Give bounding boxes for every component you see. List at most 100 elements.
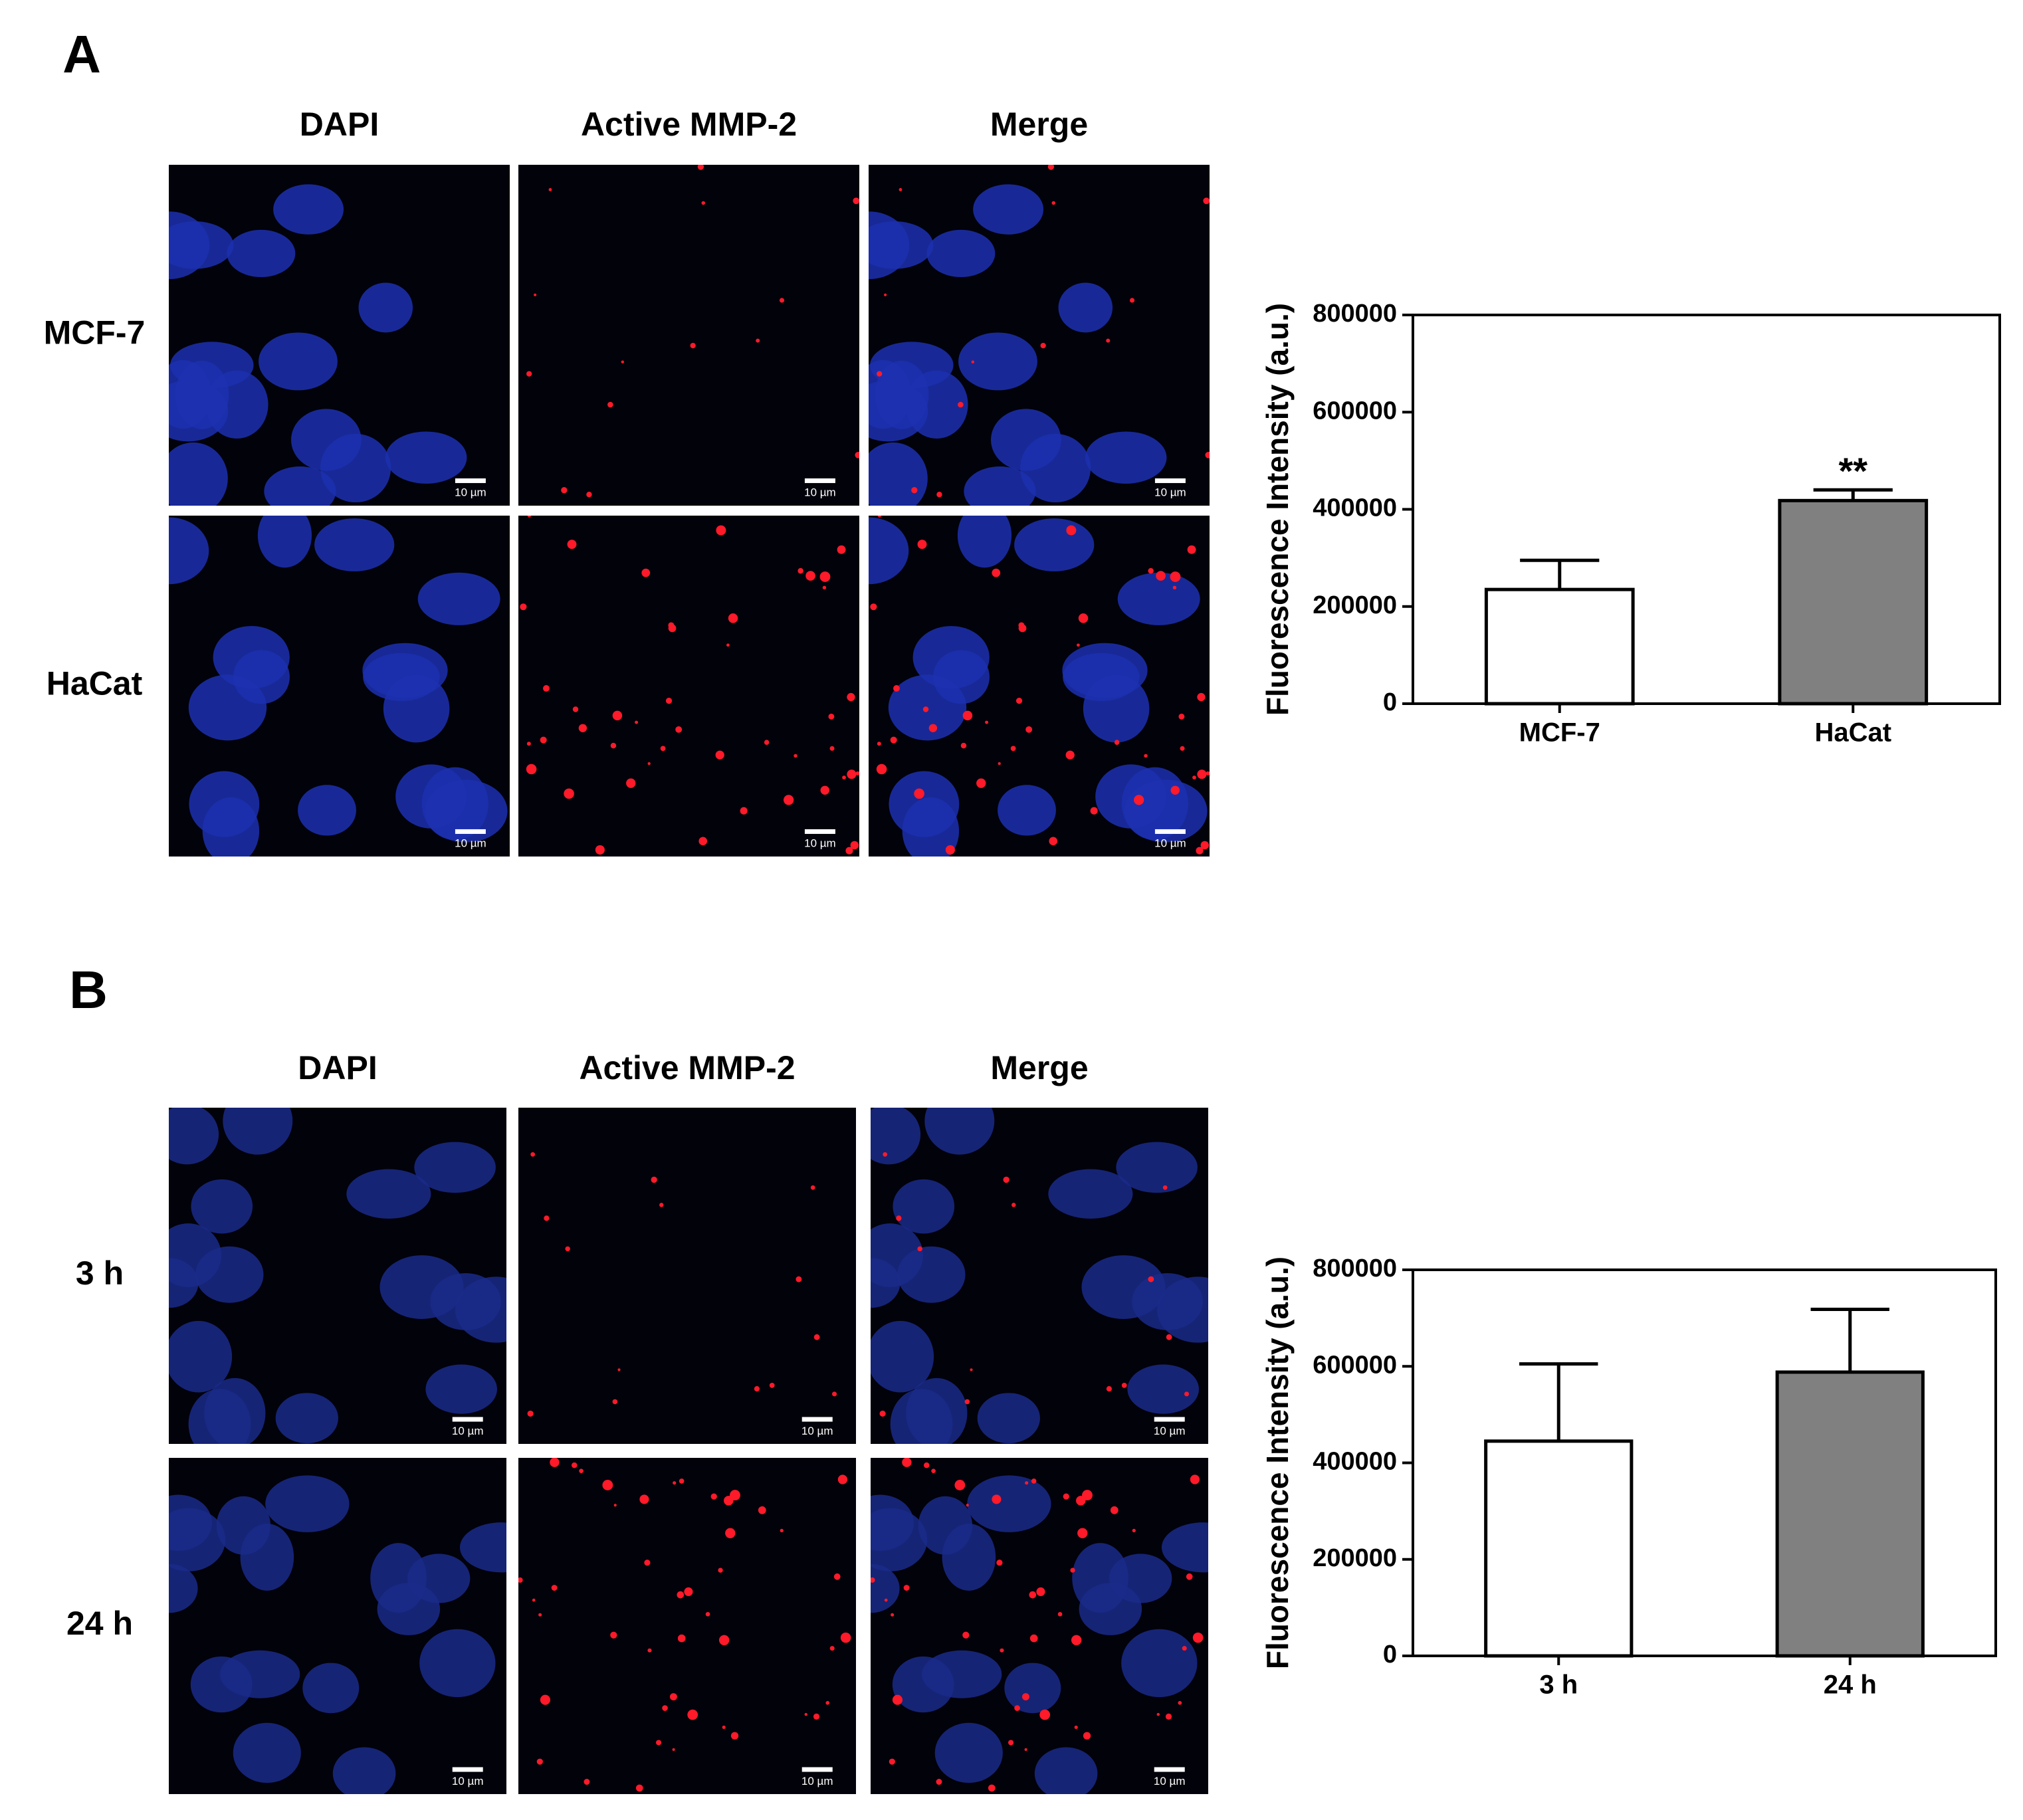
nucleus: [871, 1508, 928, 1571]
red-spot: [662, 1705, 668, 1711]
red-spot: [548, 188, 552, 191]
nucleus: [1048, 1169, 1133, 1219]
column-header: Merge: [990, 106, 1088, 143]
red-spot: [996, 1560, 1003, 1566]
red-spot: [536, 1758, 543, 1765]
red-spot: [1063, 1493, 1069, 1500]
red-spot: [1148, 1276, 1154, 1282]
red-spot: [911, 487, 918, 494]
nucleus: [890, 1389, 953, 1444]
red-spot: [1182, 1646, 1187, 1651]
scale-bar: [801, 1417, 833, 1422]
row-label: HaCat: [47, 665, 143, 702]
nucleus: [291, 409, 362, 471]
nucleus: [977, 1393, 1040, 1444]
scale-bar-label: 10 µm: [804, 486, 836, 498]
nucleus: [871, 1223, 923, 1288]
red-spot: [988, 1784, 996, 1792]
red-spot: [813, 1713, 820, 1720]
nucleus: [1127, 1364, 1199, 1414]
red-spot: [584, 1779, 590, 1785]
red-spot: [1070, 1567, 1075, 1573]
red-spot: [1178, 713, 1185, 720]
red-spot: [561, 487, 568, 494]
red-spot: [892, 1694, 903, 1705]
red-spot: [1018, 622, 1025, 629]
red-spot: [651, 1176, 657, 1183]
nucleus: [871, 1320, 934, 1393]
red-spot: [716, 525, 726, 536]
nucleus: [933, 650, 990, 704]
micrograph: [518, 1108, 856, 1444]
red-spot: [725, 1528, 736, 1538]
red-spot: [1192, 775, 1196, 780]
scale-bar: [452, 1417, 483, 1422]
red-spot: [779, 298, 785, 303]
red-spot: [756, 338, 760, 343]
nucleus: [967, 1475, 1051, 1532]
red-spot: [1180, 746, 1185, 751]
red-spot: [544, 1215, 550, 1221]
micrograph: [518, 165, 859, 506]
row-label: 24 h: [66, 1605, 133, 1642]
nucleus: [169, 1320, 233, 1393]
red-spot: [526, 742, 531, 746]
nucleus: [205, 370, 268, 439]
red-spot: [877, 742, 881, 746]
nucleus: [973, 184, 1044, 235]
red-spot: [540, 736, 547, 744]
nucleus: [275, 1393, 338, 1444]
red-spot: [647, 1648, 652, 1653]
red-spot: [985, 720, 989, 724]
nucleus: [1121, 767, 1188, 841]
red-spot: [1165, 1713, 1172, 1720]
red-spot: [1003, 1176, 1010, 1183]
red-spot: [1049, 837, 1058, 846]
red-spot: [705, 1611, 710, 1617]
scale-bar: [452, 1767, 483, 1772]
bar: [1484, 1439, 1634, 1658]
nucleus: [332, 1747, 396, 1794]
nucleus: [417, 572, 500, 625]
red-spot: [626, 778, 636, 788]
red-spot: [1172, 585, 1177, 590]
significance: **: [1838, 450, 1867, 492]
red-spot: [837, 545, 846, 554]
red-spot: [1036, 1587, 1045, 1597]
nucleus: [223, 1108, 293, 1155]
red-spot: [684, 1587, 693, 1597]
red-spot: [668, 622, 675, 629]
nucleus: [169, 1508, 226, 1571]
red-spot: [1186, 1573, 1193, 1580]
red-spot: [833, 1573, 841, 1580]
row-label: 3 h: [76, 1255, 124, 1292]
red-spot: [1187, 545, 1196, 554]
scale-bar-label: 10 µm: [1154, 1425, 1186, 1437]
red-spot: [970, 1368, 973, 1371]
red-spot: [607, 401, 613, 408]
scale-bar-label: 10 µm: [1154, 486, 1186, 498]
red-spot: [621, 360, 624, 363]
red-spot: [825, 1700, 830, 1705]
nucleus: [169, 517, 209, 585]
column-header: Active MMP-2: [581, 106, 797, 143]
red-spot: [698, 837, 708, 846]
red-spot: [518, 1577, 523, 1583]
nucleus: [425, 1364, 497, 1414]
red-spot: [534, 293, 537, 296]
row-label: MCF-7: [44, 314, 146, 352]
nucleus: [934, 1722, 1003, 1783]
red-spot: [677, 1591, 685, 1599]
nucleus: [227, 229, 296, 278]
red-spot: [962, 710, 973, 721]
red-spot: [1197, 692, 1206, 702]
red-spot: [1008, 1740, 1014, 1746]
red-spot: [602, 1480, 613, 1490]
micrograph-content: [169, 1108, 506, 1444]
scale-bar: [801, 1767, 833, 1772]
red-spot: [958, 401, 964, 408]
red-spot: [917, 1246, 922, 1252]
scale-bar: [1154, 478, 1186, 483]
red-spot: [992, 568, 1001, 577]
red-spot: [945, 845, 955, 855]
